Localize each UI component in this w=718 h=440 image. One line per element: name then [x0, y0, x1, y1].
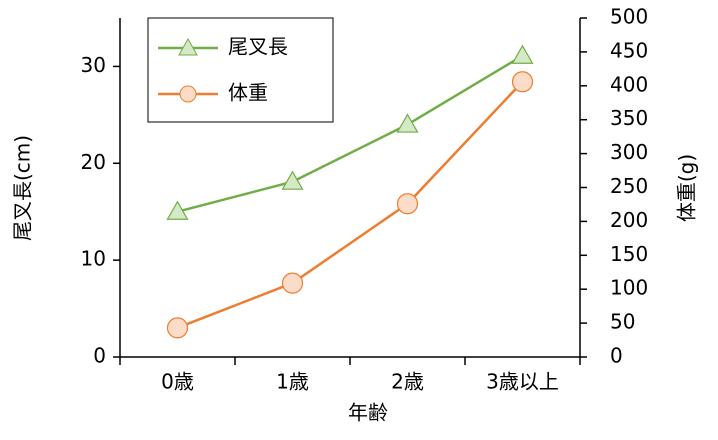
legend-marker	[178, 37, 198, 56]
y-axis-label: 尾叉長(cm)	[11, 135, 35, 241]
x-tick-label: 3歳以上	[486, 370, 559, 394]
marker	[166, 317, 189, 339]
legend-label: 尾叉長	[228, 35, 288, 59]
y2-tick-label: 450	[610, 38, 648, 62]
x-tick-label: 1歳	[276, 370, 309, 394]
marker	[511, 44, 534, 64]
y2-tick-label: 300	[610, 140, 648, 164]
y2-tick-label: 350	[610, 106, 648, 130]
line	[177, 54, 524, 213]
marker	[166, 200, 189, 220]
x-tick-label: 0歳	[161, 370, 194, 394]
marker	[281, 170, 304, 190]
marker	[511, 71, 534, 93]
y2-tick-label: 100	[610, 276, 648, 300]
marker	[396, 193, 419, 215]
y-tick-label: 20	[81, 150, 106, 174]
x-axis-label: 年齢	[348, 401, 388, 425]
y2-tick-label: 400	[610, 72, 648, 96]
line	[177, 80, 524, 330]
legend-box	[147, 17, 334, 123]
legend-label: 体重	[228, 81, 268, 105]
y2-tick-label: 0	[610, 344, 623, 368]
y-tick-label: 10	[81, 247, 106, 271]
y-tick-label: 30	[81, 53, 106, 77]
y-tick-label: 0	[93, 344, 106, 368]
y2-tick-label: 200	[610, 208, 648, 232]
y2-tick-label: 500	[610, 5, 648, 29]
y2-tick-label: 50	[610, 310, 635, 334]
x-tick-label: 2歳	[391, 370, 424, 394]
y2-tick-label: 250	[610, 174, 648, 198]
marker	[396, 113, 419, 133]
marker	[281, 272, 304, 294]
y2-axis-label: 体重(g)	[675, 154, 699, 222]
y2-tick-label: 150	[610, 242, 648, 266]
legend-marker	[179, 85, 197, 103]
